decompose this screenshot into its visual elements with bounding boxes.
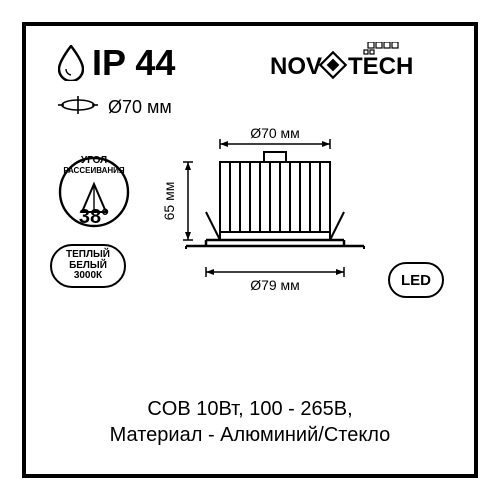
beam-angle: УГОЛ РАССЕИВАНИЯ 38° xyxy=(52,150,136,239)
drill-hole-icon xyxy=(58,96,98,119)
spec-text: COB 10Вт, 100 - 265В, Материал - Алюмини… xyxy=(22,396,478,448)
svg-text:Ø70 мм: Ø70 мм xyxy=(250,125,300,141)
svg-text:Ø79 мм: Ø79 мм xyxy=(250,277,300,293)
warm-line-3: 3000К xyxy=(54,271,122,282)
warm-line-1: ТЕПЛЫЙ xyxy=(54,250,122,261)
angle-label-1: УГОЛ xyxy=(52,156,136,167)
brand-logo-svg: NOV TECH xyxy=(270,42,438,82)
water-drop-icon xyxy=(58,45,84,81)
led-label: LED xyxy=(401,272,431,289)
angle-label-2: РАССЕИВАНИЯ xyxy=(48,166,140,175)
color-temp-badge: ТЕПЛЫЙ БЕЛЫЙ 3000К xyxy=(50,244,126,288)
brand-post: TECH xyxy=(348,53,413,80)
brand-logo: NOV TECH xyxy=(270,42,438,82)
svg-text:NOV: NOV xyxy=(270,53,322,80)
angle-value: 38° xyxy=(79,206,109,228)
brand-pre: NOV xyxy=(270,53,322,80)
svg-text:TECH: TECH xyxy=(348,53,413,80)
cutout-text: Ø70 мм xyxy=(108,97,172,118)
cutout-dimension: Ø70 мм xyxy=(58,96,172,119)
product-diagram: Ø70 мм 65 мм Ø79 мм xyxy=(150,122,400,352)
ip-rating: IP 44 xyxy=(58,42,175,84)
svg-text:65 мм: 65 мм xyxy=(161,182,177,221)
spec-line-2: Материал - Алюминий/Стекло xyxy=(22,422,478,448)
ip-rating-text: IP 44 xyxy=(92,42,175,84)
spec-line-1: COB 10Вт, 100 - 265В, xyxy=(22,396,478,422)
